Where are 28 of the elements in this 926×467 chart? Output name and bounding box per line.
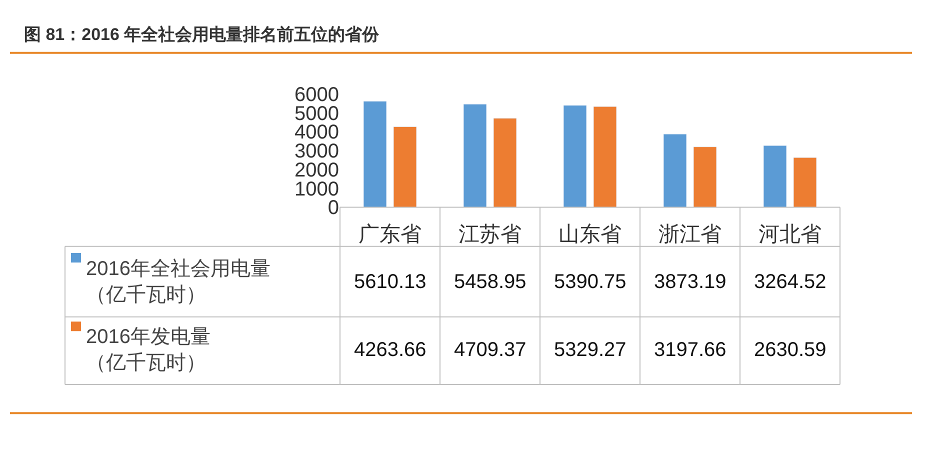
bar [793, 157, 817, 208]
x-tick-label: 广东省 [358, 223, 422, 246]
text: 图 81：2016 年全社会用电量排名前五位的省份 [24, 25, 380, 44]
bar [663, 134, 687, 208]
bar [593, 106, 617, 208]
legend-label: 2016年发电量（亿千瓦时） [86, 326, 210, 374]
bar [463, 104, 487, 208]
data-label: 5610.13 [354, 271, 426, 293]
bar [363, 100, 387, 208]
data-label: 2630.59 [754, 339, 826, 361]
data-label: 3264.52 [754, 271, 826, 293]
data-label: 5458.95 [454, 271, 526, 293]
bar [393, 126, 417, 208]
bar [693, 146, 717, 208]
legend-label: 2016年全社会用电量（亿千瓦时） [86, 258, 270, 306]
x-tick-label: 浙江省 [658, 223, 722, 246]
x-tick-label: 江苏省 [458, 223, 522, 246]
x-tick-label: 河北省 [758, 223, 822, 246]
data-label: 3873.19 [654, 271, 726, 293]
data-label: 3197.66 [654, 339, 726, 361]
bar [493, 118, 517, 208]
data-label: 4709.37 [454, 339, 526, 361]
bar [563, 105, 587, 208]
bar [763, 145, 787, 208]
x-tick-label: 山东省 [558, 223, 622, 246]
data-label: 5390.75 [554, 271, 626, 293]
data-label: 4263.66 [354, 339, 426, 361]
data-label: 5329.27 [554, 339, 626, 361]
